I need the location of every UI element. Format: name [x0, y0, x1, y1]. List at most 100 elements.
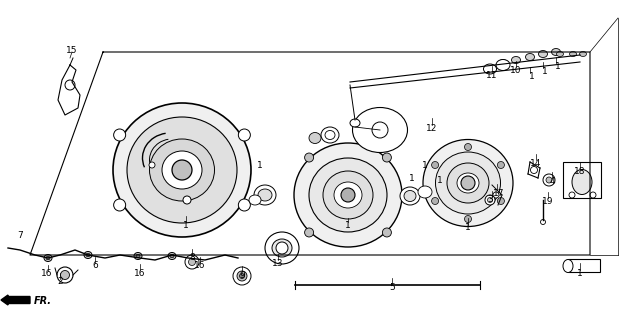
Ellipse shape [423, 140, 513, 227]
Circle shape [276, 242, 288, 254]
Ellipse shape [498, 60, 508, 67]
Ellipse shape [400, 187, 420, 205]
Circle shape [239, 129, 250, 141]
Text: 4: 4 [549, 177, 555, 186]
Text: 10: 10 [510, 66, 521, 75]
Circle shape [240, 274, 245, 278]
Ellipse shape [136, 254, 140, 258]
Circle shape [183, 196, 191, 204]
Text: 14: 14 [530, 158, 541, 167]
Ellipse shape [496, 60, 510, 70]
Circle shape [431, 162, 439, 169]
Ellipse shape [572, 170, 592, 195]
Circle shape [237, 271, 247, 281]
Text: 2: 2 [57, 277, 63, 286]
Text: 11: 11 [486, 70, 498, 79]
Text: 6: 6 [92, 261, 98, 270]
Text: 5: 5 [389, 284, 395, 292]
Bar [568, 259, 600, 272]
Ellipse shape [447, 163, 489, 203]
Circle shape [493, 192, 499, 198]
Text: 1: 1 [465, 223, 471, 233]
Ellipse shape [563, 260, 573, 273]
Ellipse shape [321, 127, 339, 143]
Circle shape [546, 177, 552, 183]
Circle shape [382, 153, 391, 162]
Ellipse shape [557, 52, 563, 57]
Ellipse shape [258, 189, 272, 201]
Ellipse shape [265, 232, 299, 264]
Ellipse shape [249, 195, 261, 205]
Ellipse shape [538, 51, 548, 58]
Text: 1: 1 [257, 161, 263, 170]
Ellipse shape [418, 186, 432, 198]
Ellipse shape [486, 65, 495, 71]
Ellipse shape [323, 171, 373, 219]
Ellipse shape [168, 252, 176, 260]
Ellipse shape [84, 252, 92, 259]
Ellipse shape [580, 52, 587, 57]
Text: 7: 7 [17, 231, 23, 241]
Circle shape [65, 80, 75, 90]
Ellipse shape [309, 132, 321, 143]
Circle shape [341, 188, 355, 202]
Ellipse shape [134, 252, 142, 260]
Circle shape [485, 195, 495, 205]
Ellipse shape [457, 173, 479, 193]
Text: 15: 15 [66, 45, 78, 54]
Circle shape [464, 215, 471, 222]
Text: 1: 1 [529, 71, 535, 81]
Ellipse shape [404, 190, 416, 202]
Circle shape [590, 192, 596, 198]
Circle shape [172, 160, 192, 180]
Ellipse shape [150, 139, 215, 201]
Circle shape [372, 122, 388, 138]
Ellipse shape [113, 103, 251, 237]
Ellipse shape [170, 254, 174, 258]
Ellipse shape [254, 185, 276, 205]
Text: 1: 1 [183, 220, 189, 229]
FancyArrow shape [1, 295, 30, 305]
Ellipse shape [86, 253, 90, 257]
Circle shape [305, 153, 314, 162]
Text: 1: 1 [555, 61, 561, 70]
Circle shape [543, 174, 555, 186]
Circle shape [149, 162, 155, 168]
Circle shape [185, 255, 199, 269]
Ellipse shape [436, 152, 501, 214]
Circle shape [530, 166, 538, 173]
Text: 1: 1 [437, 175, 443, 185]
Ellipse shape [570, 52, 577, 57]
Text: 19: 19 [542, 196, 554, 205]
Ellipse shape [294, 143, 402, 247]
Text: 9: 9 [239, 270, 245, 279]
Circle shape [57, 267, 73, 283]
Ellipse shape [127, 117, 237, 223]
Text: 18: 18 [574, 166, 586, 175]
FancyBboxPatch shape [563, 162, 601, 198]
Text: 16: 16 [41, 269, 53, 278]
Ellipse shape [483, 64, 496, 74]
Ellipse shape [44, 254, 52, 261]
Text: 12: 12 [426, 124, 438, 132]
Text: 1: 1 [577, 268, 583, 277]
Ellipse shape [552, 49, 560, 55]
Text: 1: 1 [409, 173, 415, 182]
Circle shape [233, 267, 251, 285]
Text: 16: 16 [134, 268, 146, 277]
Circle shape [188, 259, 195, 266]
Text: 8: 8 [189, 253, 195, 262]
Text: 16: 16 [194, 261, 206, 270]
Circle shape [61, 270, 69, 279]
Text: 17: 17 [493, 188, 505, 197]
Ellipse shape [46, 256, 50, 260]
Ellipse shape [350, 119, 360, 127]
Text: FR.: FR. [34, 296, 52, 306]
Circle shape [540, 220, 545, 225]
Text: 3: 3 [487, 196, 493, 204]
Ellipse shape [334, 182, 362, 208]
Ellipse shape [162, 151, 202, 189]
Ellipse shape [325, 131, 335, 140]
Circle shape [431, 197, 439, 204]
Circle shape [498, 162, 505, 169]
